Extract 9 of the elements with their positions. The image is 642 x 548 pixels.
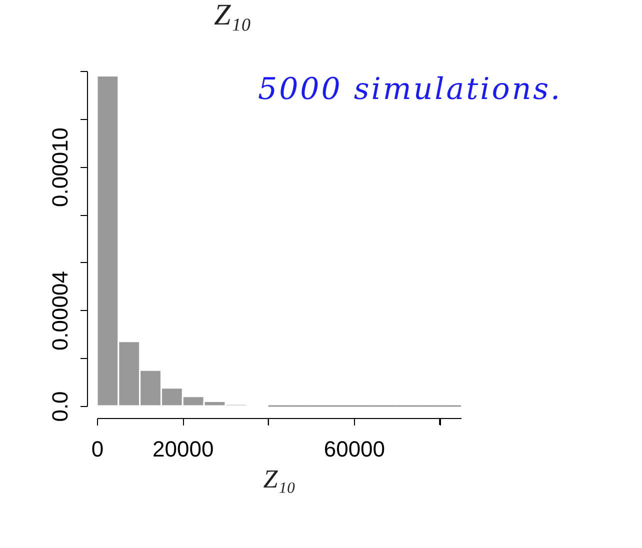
- annotation: 5000 simulations.: [258, 72, 562, 107]
- y-tick-label: 0.00004: [48, 271, 72, 351]
- x-tick-label: 60000: [324, 436, 386, 462]
- x-tick-label: 0: [91, 436, 104, 462]
- x-axis-title: Z₁₀: [263, 464, 296, 494]
- y-tick-label: 0.00010: [48, 127, 72, 207]
- chart-title: Z₁₀: [214, 0, 252, 32]
- y-tick-label: 0.0: [48, 391, 72, 422]
- x-tick-label: 20000: [152, 436, 214, 462]
